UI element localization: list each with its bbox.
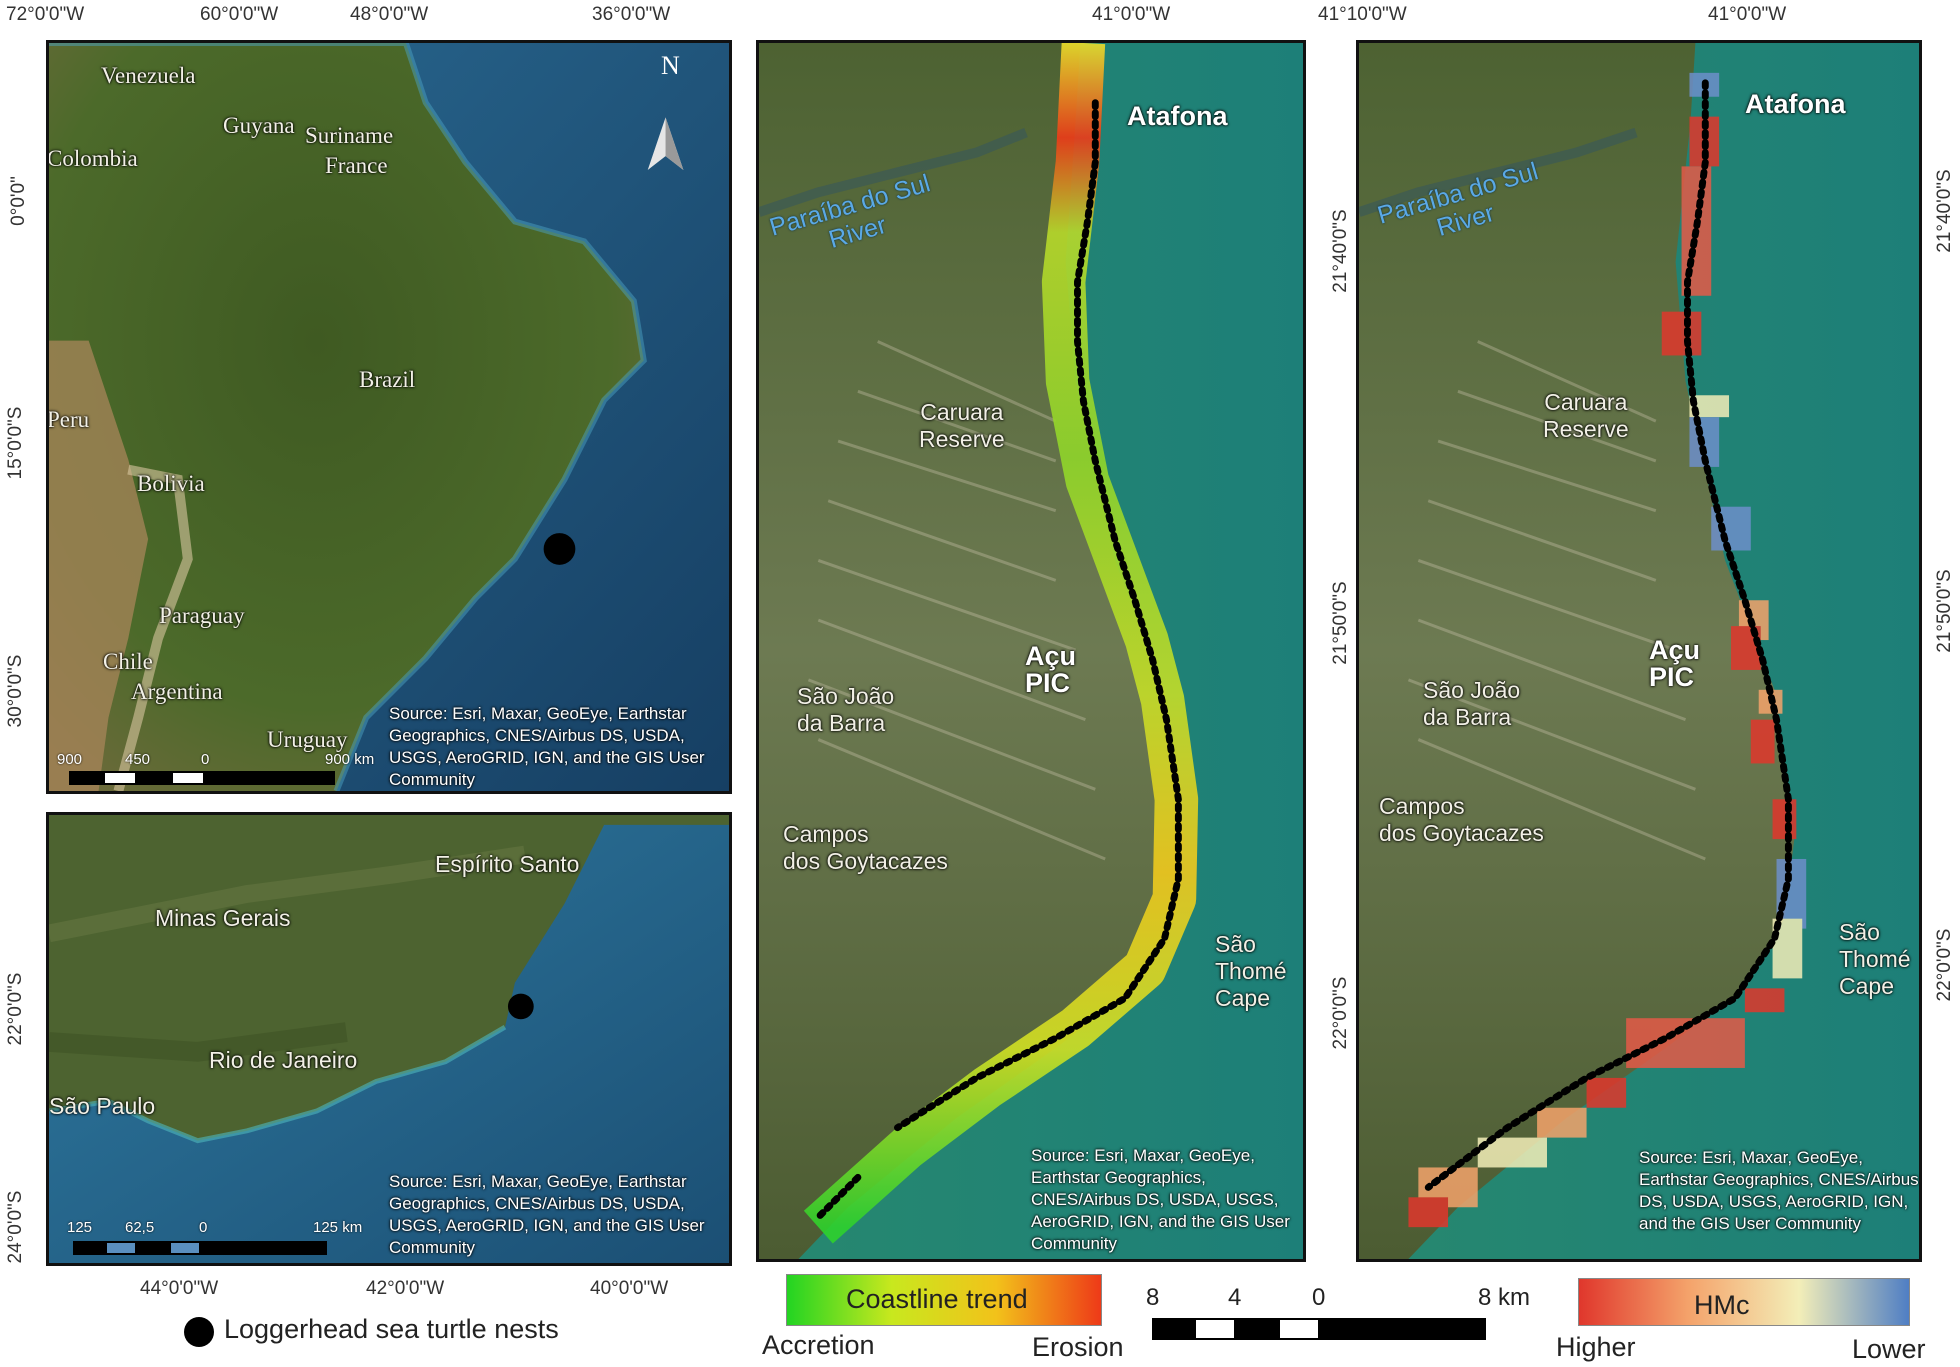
place-label-campos: Campos dos Goytacazes (783, 821, 948, 874)
hmc-legend (1578, 1278, 1910, 1326)
place-label: Venezuela (101, 63, 196, 88)
top-coord-label: 48°0'0"W (350, 4, 429, 25)
place-label: Brazil (359, 367, 416, 392)
place-label-sjb: São João da Barra (797, 683, 895, 736)
lat-label: 21°50'0"S (1330, 581, 1351, 665)
lat-label: 30°0'0"S (5, 654, 26, 728)
place-label-acu: Açu PIC (1649, 635, 1701, 692)
coastline-trend-legend (786, 1274, 1102, 1326)
scale-label: 0 (199, 1219, 208, 1236)
place-label-acu: Açu PIC (1025, 641, 1077, 698)
lon-label: 42°0'0"W (366, 1278, 445, 1299)
place-label: Peru (47, 407, 90, 432)
source-text: Source: Esri, Maxar, GeoEye, Earthstar G… (389, 1172, 705, 1257)
place-label: Paraguay (159, 603, 245, 628)
coastline-trend-map[interactable]: Atafona Paraíba do Sul River Caruara Reser… (756, 40, 1306, 1262)
place-label-caruara: Caruara Reserve (919, 399, 1005, 452)
regional-map[interactable]: Espírito Santo Minas Gerais Rio de Janei… (46, 812, 732, 1266)
scale-label: 0 (201, 751, 210, 768)
lat-label: 21°50'0"S (1934, 569, 1955, 653)
place-label-atafona: Atafona (1745, 89, 1846, 119)
scale-label: 62,5 (125, 1219, 155, 1236)
hmc-map[interactable]: Atafona Paraíba do Sul River Caruara Reser… (1356, 40, 1922, 1262)
scale-label: 450 (125, 751, 151, 768)
regional-map-image (49, 815, 729, 1263)
place-label: São Paulo (49, 1093, 156, 1119)
lon-label: 41°0'0"W (1708, 4, 1787, 25)
top-coord-label: 72°0'0"W (6, 4, 85, 25)
place-label-sjb: São João da Barra (1423, 677, 1521, 730)
lon-label: 40°0'0"W (590, 1278, 669, 1299)
source-text: Source: Esri, Maxar, GeoEye, Earthstar G… (389, 704, 705, 789)
lon-label: 44°0'0"W (140, 1278, 219, 1299)
place-label-campos: Campos dos Goytacazes (1379, 793, 1544, 846)
source-text: Source: Esri, Maxar, GeoEye, Earthstar G… (1031, 1146, 1290, 1253)
place-label: Suriname (305, 123, 394, 148)
legend-low-label: Accretion (762, 1330, 875, 1360)
place-label: France (325, 153, 388, 178)
north-label: N (661, 51, 680, 80)
main-scale-bar (1152, 1318, 1486, 1340)
scale-label: 125 km (313, 1219, 363, 1236)
place-label: Guyana (223, 113, 295, 138)
place-label: Bolivia (137, 471, 205, 496)
place-label: Espírito Santo (435, 851, 580, 877)
scale-label: 900 (57, 751, 83, 768)
place-label: Argentina (131, 679, 223, 704)
lat-label: 15°0'0"S (5, 406, 26, 480)
scale-bar (73, 1241, 327, 1255)
scale-label: 4 (1228, 1284, 1242, 1311)
lat-label: 22°0'0"S (1934, 928, 1955, 1002)
scale-label: 125 (67, 1219, 93, 1236)
lat-label: 21°40'0"S (1934, 169, 1955, 253)
place-label: Colombia (47, 146, 138, 171)
nests-legend-label: Loggerhead sea turtle nests (224, 1314, 559, 1344)
scale-bar (69, 771, 335, 785)
lon-label: 41°0'0"W (1092, 4, 1171, 25)
hmc-legend-title: HMc (1694, 1290, 1750, 1320)
place-label: Minas Gerais (155, 905, 291, 931)
nest-marker-icon (184, 1317, 214, 1347)
scale-label: 8 (1146, 1284, 1160, 1311)
lon-label: 41°10'0"W (1318, 4, 1407, 25)
coastline-trend-map-image (759, 43, 1303, 1259)
lat-label: 22°0'0"S (1330, 976, 1351, 1050)
top-coord-label: 36°0'0"W (592, 4, 671, 25)
overview-map-image (49, 43, 729, 791)
place-label-atafona: Atafona (1127, 101, 1228, 131)
hmc-map-image (1359, 43, 1919, 1259)
lat-label: 22°0'0"S (5, 972, 26, 1046)
lat-label: 21°40'0"S (1330, 209, 1351, 293)
place-label-cape: São Thomé Cape (1215, 931, 1287, 1011)
place-label-cape: São Thomé Cape (1839, 919, 1911, 999)
legend-low-label: Higher (1556, 1332, 1636, 1362)
lat-label: 0°0'0" (8, 176, 29, 226)
place-label: Chile (103, 649, 153, 674)
lat-label: 24°0'0"S (5, 1190, 26, 1264)
top-coord-label: 60°0'0"W (200, 4, 279, 25)
overview-map[interactable]: Venezuela Guyana Suriname France Colombi… (46, 40, 732, 794)
scale-label: 8 km (1478, 1284, 1531, 1311)
place-label: Uruguay (267, 727, 348, 752)
scale-label: 900 km (325, 751, 375, 768)
place-label-caruara: Caruara Reserve (1543, 389, 1629, 442)
scale-label: 0 (1312, 1284, 1326, 1311)
legend-high-label: Lower (1852, 1334, 1926, 1364)
source-text: Source: Esri, Maxar, GeoEye, Earthstar G… (1639, 1148, 1919, 1233)
coastline-trend-legend-title: Coastline trend (846, 1284, 1028, 1314)
place-label: Rio de Janeiro (209, 1047, 358, 1073)
legend-high-label: Erosion (1032, 1332, 1124, 1362)
